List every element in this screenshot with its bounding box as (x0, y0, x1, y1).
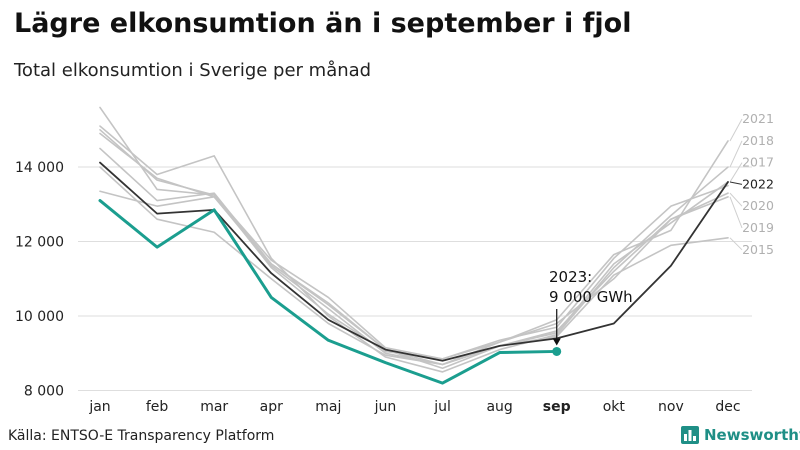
x-tick-label: aug (486, 399, 512, 415)
y-tick-label: 12 000 (15, 235, 64, 251)
series-end-point-2023 (552, 346, 562, 356)
page-title: Lägre elkonsumtion än i september i fjol (14, 8, 632, 39)
y-tick-label: 14 000 (15, 160, 64, 176)
x-tick-label: maj (315, 399, 341, 415)
legend-label-2018: 2018 (742, 133, 774, 148)
legend-leader-line (729, 118, 743, 142)
series-line-2015 (99, 190, 729, 366)
x-tick-label: nov (658, 399, 684, 415)
series-line-2022 (99, 161, 729, 362)
legend-label-2019: 2019 (742, 220, 774, 235)
legend-leader-line (729, 181, 743, 185)
x-tick-label: jan (88, 399, 110, 415)
x-tick-label: apr (260, 399, 283, 415)
brand-logo[interactable]: Newsworthy (681, 426, 800, 444)
legend-leader-line (729, 140, 743, 168)
legend-leader-line (729, 237, 743, 251)
annotation-arrow-head (552, 338, 561, 346)
legend-label-2015: 2015 (742, 242, 774, 257)
annotation-line-2: 9 000 GWh (549, 288, 633, 306)
y-tick-label: 8 000 (24, 384, 64, 400)
source-credit: Källa: ENTSO-E Transparency Platform (8, 428, 275, 444)
legend-label-2022: 2022 (742, 176, 774, 191)
page-subtitle: Total elkonsumtion i Sverige per månad (14, 60, 372, 81)
series-line-2018 (99, 125, 729, 373)
brand-name: Newsworthy (704, 426, 800, 444)
x-tick-label: jul (433, 399, 451, 415)
legend-leader-line (729, 162, 743, 183)
series-line-2020 (99, 166, 729, 366)
x-tick-label: sep (543, 399, 571, 415)
legend-leader-line (729, 192, 743, 207)
series-line-2021 (99, 129, 729, 360)
legend-leader-line (729, 196, 743, 229)
bar-chart-logo-icon (681, 426, 699, 444)
series-line-2019 (99, 147, 729, 370)
series-line-2016 (99, 106, 729, 360)
series-line-2023 (98, 199, 559, 385)
x-tick-label: feb (146, 399, 169, 415)
x-tick-label: jun (374, 399, 397, 415)
annotation-line-1: 2023: (549, 268, 592, 286)
legend-label-2021: 2021 (742, 111, 774, 126)
legend-label-2020: 2020 (742, 198, 774, 213)
x-tick-label: okt (603, 399, 626, 415)
legend-label-2017: 2017 (742, 155, 774, 170)
y-tick-label: 10 000 (15, 309, 64, 325)
x-tick-label: dec (715, 399, 740, 415)
x-tick-label: mar (200, 399, 228, 415)
